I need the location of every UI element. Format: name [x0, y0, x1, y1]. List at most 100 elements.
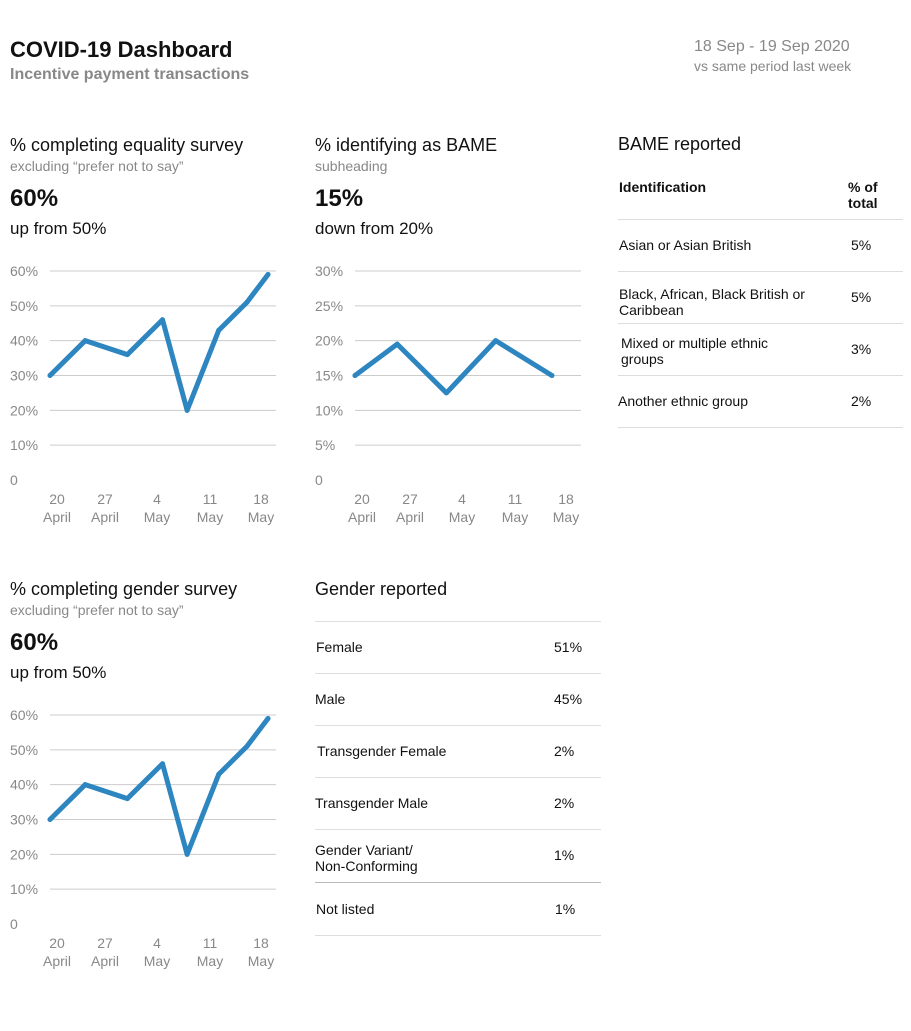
bame-col-identification: Identification [619, 179, 707, 195]
data-point [160, 761, 166, 767]
x-tick-label: May [144, 953, 170, 969]
table-row: Black, African, Black British or Caribbe… [618, 272, 903, 324]
data-point [184, 851, 190, 857]
equality-kpi-value: 60% [10, 185, 59, 212]
bame-panel-title: % identifying as BAME [315, 135, 498, 155]
data-point [394, 341, 400, 347]
gender-line-chart: 0 10% 20% 30% 40% 50% 60% 20 April 27 April 4 May 11 M… [10, 707, 276, 969]
data-point [549, 373, 555, 378]
row-label: Gender Variant/ Non-Conforming [315, 842, 418, 874]
x-tick-label: 4 [153, 491, 161, 507]
gender-table: Female 51% Male 45% Transgender Female 2… [315, 621, 601, 938]
x-tick-label: 27 [97, 491, 113, 507]
dashboard-subtitle: Incentive payment transactions [10, 66, 250, 83]
x-tick-label: May [197, 509, 223, 525]
y-tick-label: 15% [315, 368, 343, 384]
x-tick-label: 18 [253, 491, 269, 507]
x-tick-label: 18 [558, 491, 574, 507]
y-tick-label: 25% [315, 298, 343, 314]
comparison-period: vs same period last week [694, 58, 852, 74]
date-range: 18 Sep - 19 Sep 2020 [694, 38, 850, 55]
data-point [352, 373, 358, 378]
x-tick-label: April [348, 509, 376, 525]
data-point [124, 796, 130, 802]
x-tick-label: May [502, 509, 528, 525]
data-point [265, 715, 271, 721]
bame-col-percent: % of total [848, 179, 878, 211]
data-point [184, 407, 190, 413]
gender-table-title: Gender reported [315, 579, 448, 599]
gender-panel-title: % completing gender survey [10, 579, 238, 599]
row-label: Mixed or multiple ethnic groups [621, 335, 769, 367]
table-row: Another ethnic group 2% [618, 376, 903, 428]
bame-table-title: BAME reported [618, 134, 742, 154]
data-point [265, 271, 271, 277]
table-row: Not listed 1% [315, 883, 601, 936]
data-point [47, 373, 53, 378]
y-tick-label: 5% [315, 437, 335, 453]
y-tick-label: 50% [10, 742, 38, 758]
table-row: Male 45% [315, 674, 601, 726]
x-tick-label: 11 [203, 491, 218, 507]
table-row: Mixed or multiple ethnic groups 3% [618, 324, 903, 376]
row-label: Asian or Asian British [619, 237, 752, 253]
equality-line-chart: 0 10% 20% 30% 40% 50% 60% 20 April 27 April 4 May 11 M… [10, 263, 276, 525]
x-tick-label: 27 [97, 935, 113, 951]
row-label: Male [315, 691, 346, 707]
gender-kpi-change: up from 50% [10, 663, 107, 682]
row-value: 5% [851, 289, 872, 305]
row-value: 2% [851, 393, 872, 409]
equality-panel-subtitle: excluding “prefer not to say” [10, 158, 184, 174]
data-point [82, 338, 88, 344]
y-tick-label: 20% [10, 846, 38, 862]
row-value: 2% [554, 795, 575, 811]
y-tick-label: 60% [10, 707, 38, 723]
x-tick-label: May [449, 509, 475, 525]
row-value: 45% [554, 691, 583, 707]
y-tick-label: 50% [10, 298, 38, 314]
row-label: Transgender Male [315, 795, 429, 811]
row-label: Female [316, 639, 363, 655]
y-tick-label: 0 [10, 472, 18, 488]
data-point [216, 771, 222, 777]
y-tick-label: 0 [10, 916, 18, 932]
y-tick-label: 60% [10, 263, 38, 279]
x-tick-label: 11 [508, 491, 523, 507]
x-tick-label: 11 [203, 935, 218, 951]
y-tick-label: 0 [315, 472, 323, 488]
table-row: Transgender Male 2% [315, 778, 601, 830]
x-tick-label: 27 [402, 491, 418, 507]
bame-kpi-change: down from 20% [315, 219, 434, 238]
bame-panel-subtitle: subheading [315, 158, 388, 174]
bame-kpi-value: 15% [315, 185, 364, 212]
row-value: 5% [851, 237, 872, 253]
bame-table: Identification % of total Asian or Asian… [618, 170, 903, 430]
equality-panel-title: % completing equality survey [10, 135, 244, 155]
row-value: 2% [554, 743, 575, 759]
x-tick-label: April [43, 509, 71, 525]
y-tick-label: 30% [10, 812, 38, 828]
y-tick-label: 40% [10, 777, 38, 793]
series-line [47, 271, 271, 413]
data-point [244, 299, 250, 305]
series-line [352, 338, 555, 396]
x-tick-label: 20 [354, 491, 370, 507]
x-tick-label: April [91, 509, 119, 525]
data-point [443, 390, 449, 396]
x-tick-label: May [553, 509, 579, 525]
gender-kpi-value: 60% [10, 629, 59, 656]
x-tick-label: 4 [458, 491, 466, 507]
x-tick-label: April [91, 953, 119, 969]
bame-table-header: Identification % of total [618, 170, 903, 220]
row-value: 51% [554, 639, 583, 655]
dashboard-title: COVID-19 Dashboard [10, 37, 233, 62]
bame-line-chart: 0 5% 10% 15% 20% 25% 30% 20 April 27 April 4 May 11 Ma… [315, 263, 581, 525]
y-tick-label: 30% [10, 368, 38, 384]
y-tick-label: 20% [10, 402, 38, 418]
row-label: Black, African, Black British or Caribbe… [619, 286, 805, 318]
y-tick-label: 20% [315, 333, 343, 349]
row-value: 3% [851, 341, 872, 357]
table-row: Transgender Female 2% [315, 726, 601, 778]
data-point [124, 352, 130, 358]
data-point [216, 327, 222, 333]
